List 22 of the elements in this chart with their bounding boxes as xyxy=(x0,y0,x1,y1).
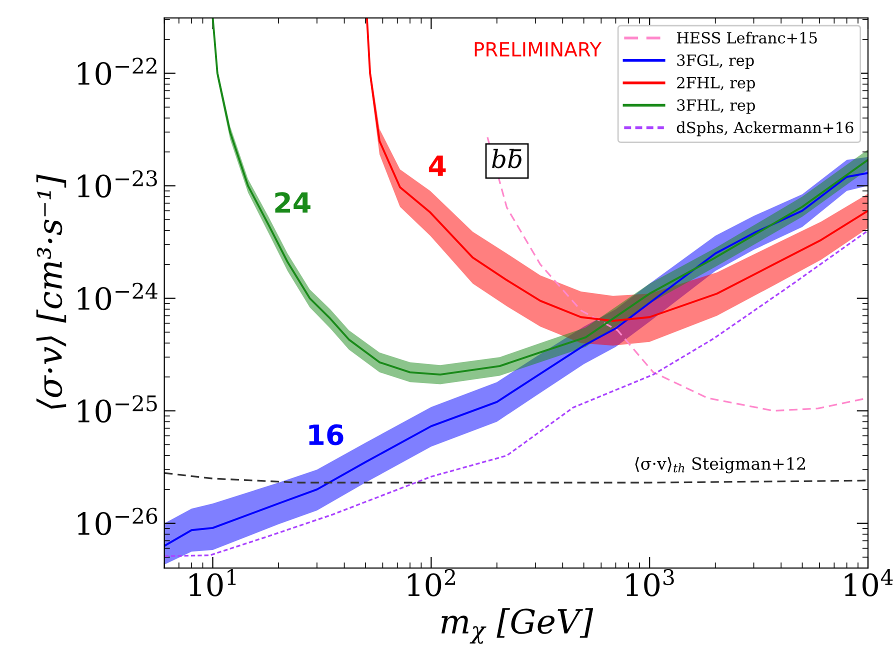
annotation: 16 xyxy=(309,424,344,446)
legend-label: 2FHL, rep xyxy=(677,76,755,92)
legend-label: 3FHL, rep xyxy=(677,99,755,114)
y-tick-label: 10$^{−26}$ xyxy=(78,508,158,536)
y-tick-label: 10$^{−24}$ xyxy=(78,282,158,310)
legend-label: 3FGL, rep xyxy=(677,54,754,69)
y-tick-label: 10$^{−23}$ xyxy=(78,170,157,198)
annotation: 4 xyxy=(428,156,446,176)
x-tick-label: 10$^{4}$ xyxy=(844,568,893,596)
x-tick-label: 10$^{1}$ xyxy=(190,568,236,596)
legend-label: HESS Lefranc+15 xyxy=(676,32,817,44)
x-tick-label: 10$^{3}$ xyxy=(626,568,674,596)
annotation: 24 xyxy=(275,192,310,213)
y-tick-label: 10$^{−25}$ xyxy=(78,395,157,423)
y-tick-label: 10$^{−22}$ xyxy=(78,58,156,86)
y-axis-title: ⟨σ·v⟩ [cm³·s⁻¹] xyxy=(36,174,66,409)
legend-label: dSphs, Ackermann+16 xyxy=(676,121,854,136)
annotation: PRELIMINARY xyxy=(474,42,602,56)
x-tick-label: 10$^{2}$ xyxy=(408,568,455,596)
x-axis-title: m$_{χ}$ [GeV] xyxy=(442,608,594,644)
annotation: ⟨σ·v⟩$_{th}$ Steigman+12 xyxy=(635,456,805,474)
annotation: bb̄ xyxy=(492,148,522,168)
